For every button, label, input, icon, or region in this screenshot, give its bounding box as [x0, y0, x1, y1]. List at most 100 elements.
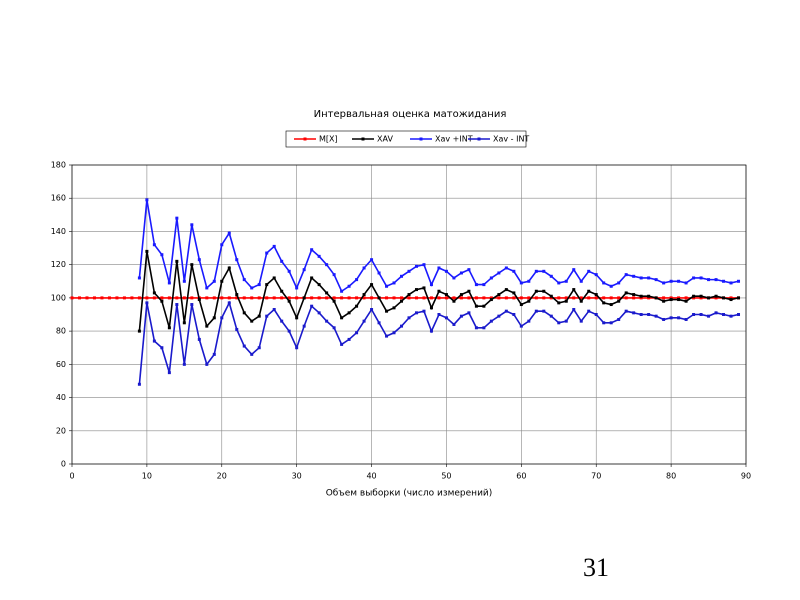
point [265, 314, 269, 318]
point [167, 326, 171, 330]
point [227, 296, 231, 300]
point [272, 308, 276, 312]
point [400, 296, 404, 300]
point [160, 296, 164, 300]
point [414, 264, 418, 268]
point [669, 296, 673, 300]
point [310, 276, 314, 280]
point [152, 296, 156, 300]
point [182, 362, 186, 366]
point [677, 316, 681, 320]
point [609, 303, 613, 307]
point [325, 263, 329, 267]
point [235, 327, 239, 331]
point [579, 299, 583, 303]
point [385, 334, 389, 338]
point [272, 276, 276, 280]
point [519, 281, 523, 285]
y-tick-label: 180 [51, 161, 66, 170]
point [347, 311, 351, 315]
point [632, 311, 636, 315]
point [377, 321, 381, 325]
point [684, 281, 688, 285]
point [564, 279, 568, 283]
point [317, 311, 321, 315]
point [392, 296, 396, 300]
point [355, 278, 359, 282]
point [482, 283, 486, 287]
point [467, 289, 471, 293]
point [714, 311, 718, 315]
point [317, 296, 321, 300]
point [534, 309, 538, 313]
x-axis-label: Объем выборки (число измерений) [326, 489, 493, 499]
point [594, 296, 598, 300]
legend-label: Xav +INT [435, 135, 473, 144]
point [310, 296, 314, 300]
point [250, 286, 254, 290]
point [714, 296, 718, 300]
point [662, 317, 666, 321]
point [684, 299, 688, 303]
point [160, 346, 164, 350]
point [512, 269, 516, 273]
point [122, 296, 126, 300]
point [617, 299, 621, 303]
legend-marker [303, 137, 307, 141]
point [729, 296, 733, 300]
point [325, 296, 329, 300]
point [707, 314, 711, 318]
point [422, 309, 426, 313]
point [414, 311, 418, 315]
point [429, 329, 433, 333]
point [362, 266, 366, 270]
point [145, 198, 149, 202]
point [85, 296, 89, 300]
point [609, 296, 613, 300]
point [692, 313, 696, 316]
point [370, 308, 374, 312]
point [452, 299, 456, 303]
point [385, 309, 389, 313]
x-tick-label: 10 [142, 472, 152, 481]
point [549, 294, 553, 298]
point [737, 313, 741, 316]
point [212, 279, 216, 283]
point [489, 276, 493, 280]
point [115, 296, 119, 300]
legend-marker [419, 137, 423, 141]
x-tick-label: 50 [441, 472, 451, 481]
point [527, 299, 531, 303]
point [684, 317, 688, 321]
y-tick-label: 20 [56, 426, 66, 435]
point [452, 322, 456, 326]
point [429, 283, 433, 287]
point [295, 286, 299, 290]
point [594, 313, 598, 316]
point [527, 296, 531, 300]
point [414, 296, 418, 300]
point [579, 296, 583, 300]
point [212, 352, 216, 356]
point [175, 216, 179, 220]
point [190, 296, 194, 300]
point [549, 274, 553, 278]
point [137, 276, 141, 280]
point [100, 296, 104, 300]
point [669, 298, 673, 302]
point [542, 289, 546, 293]
point [602, 321, 606, 325]
point [295, 316, 299, 320]
point [407, 296, 411, 300]
point [145, 249, 149, 253]
point [557, 281, 561, 285]
point [190, 223, 194, 227]
point [482, 296, 486, 300]
y-tick-label: 140 [51, 227, 66, 236]
point [340, 342, 344, 346]
point [400, 274, 404, 278]
point [137, 329, 141, 333]
point [534, 296, 538, 300]
point [587, 289, 591, 293]
